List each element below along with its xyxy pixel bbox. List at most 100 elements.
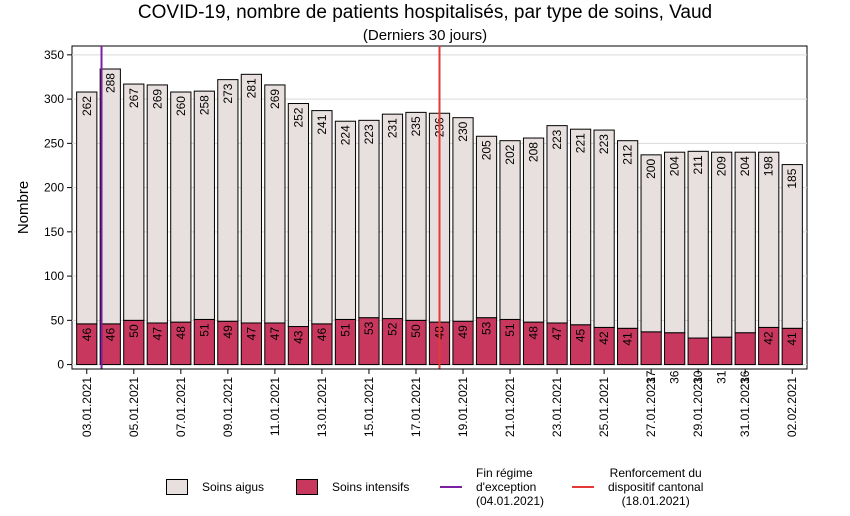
data-label-soins-intensifs: 53 [480,321,494,335]
data-label-soins-aigus: 205 [480,140,494,160]
x-tick-label: 13.01.2021 [315,377,329,437]
data-label-soins-intensifs: 52 [385,322,399,336]
data-label-soins-intensifs: 42 [597,331,611,345]
bar-soins-aigus [593,129,615,328]
y-tick-label-150: 150 [44,225,64,239]
data-label-soins-intensifs: 48 [174,326,188,340]
data-label-soins-intensifs: 41 [621,332,635,346]
legend-label-fin-regime: Fin régime d'exception (04.01.2021) [476,466,544,508]
bar-soins-aigus [687,150,709,339]
data-label-soins-aigus: 241 [315,114,329,134]
data-label-soins-intensifs: 50 [409,324,423,338]
legend-renforcement-line-3: (18.01.2021) [621,494,690,508]
data-label-soins-aigus: 200 [644,159,658,179]
bar-soins-aigus [734,151,756,334]
data-label-soins-aigus: 209 [715,156,729,176]
bar-soins-aigus [123,83,145,321]
data-label-soins-intensifs: 47 [150,327,164,341]
bar-soins-intensifs [711,336,733,366]
data-label-soins-aigus: 231 [385,118,399,138]
data-label-soins-aigus: 204 [738,156,752,176]
x-tick-label: 29.01.2021 [691,377,705,437]
data-label-soins-intensifs: 46 [103,328,117,342]
bar-soins-aigus [781,164,803,329]
legend-fin-regime-line-1: Fin régime [476,466,533,480]
bar-soins-aigus [499,140,521,320]
legend-item-soins-intensifs: Soins intensifs [296,462,409,512]
y-tick-label-350: 350 [44,48,64,62]
y-tick-label-300: 300 [44,92,64,106]
legend-label-soins-intensifs: Soins intensifs [332,480,410,494]
data-label-soins-aigus: 252 [291,107,305,127]
data-label-soins-aigus: 223 [362,124,376,144]
bar-soins-aigus [217,79,239,322]
data-label-soins-aigus: 212 [621,144,635,164]
x-tick-label: 19.01.2021 [456,377,470,437]
data-label-soins-intensifs: 42 [762,331,776,345]
data-label-soins-intensifs: 47 [268,327,282,341]
data-label-soins-aigus: 258 [197,95,211,115]
x-tick-label: 17.01.2021 [409,377,423,437]
bar-soins-aigus [287,103,310,328]
bar-soins-aigus [358,119,380,319]
data-label-soins-intensifs: 41 [785,332,799,346]
data-label-soins-intensifs: 46 [315,328,329,342]
x-tick-label: 07.01.2021 [174,377,188,437]
legend-fin-regime-line-3: (04.01.2021) [476,494,545,508]
data-label-soins-aigus: 262 [80,96,94,116]
data-label-soins-aigus: 185 [785,168,799,188]
data-label-soins-aigus: 211 [691,155,705,174]
bar-soins-aigus [334,120,357,320]
bar-soins-aigus [311,110,333,325]
bar-soins-intensifs [640,331,662,366]
data-label-soins-aigus: 281 [244,78,258,98]
data-label-soins-intensifs: 47 [550,327,564,341]
data-label-soins-aigus: 230 [456,121,470,141]
data-label-soins-intensifs: 50 [127,324,141,338]
legend-item-renforcement: Renforcement du dispositif cantonal (18.… [572,462,703,512]
bar-soins-aigus [452,117,474,322]
bar-soins-intensifs [664,332,686,366]
legend-label-soins-aigus: Soins aigus [202,480,265,494]
x-tick-label: 27.01.2021 [644,377,658,437]
data-label-soins-aigus: 223 [550,129,564,149]
bar-soins-aigus [146,84,168,324]
data-label-soins-aigus: 235 [409,116,423,136]
bar-soins-aigus [569,128,592,326]
bar-soins-aigus [170,91,192,323]
x-tick-label: 25.01.2021 [597,377,611,437]
data-label-soins-intensifs: 36 [738,370,752,384]
bar-soins-intensifs [734,332,756,366]
bar-soins-intensifs [687,337,709,366]
x-tick-label: 09.01.2021 [221,377,235,437]
data-label-soins-aigus: 267 [127,88,141,108]
data-label-soins-aigus: 224 [338,125,352,145]
data-label-soins-aigus: 198 [762,156,776,176]
data-label-soins-intensifs: 49 [221,325,235,339]
data-label-soins-intensifs: 47 [244,327,258,341]
chart-title: COVID-19, nombre de patients hospitalisé… [137,2,713,23]
data-label-soins-aigus: 202 [503,144,517,164]
x-tick-label: 03.01.2021 [80,377,94,437]
data-label-soins-intensifs: 51 [197,323,211,337]
data-label-soins-intensifs: 46 [80,328,94,342]
y-tick-label-50: 50 [51,313,65,327]
data-label-soins-intensifs: 37 [644,370,658,384]
data-label-soins-intensifs: 51 [338,323,352,337]
data-label-soins-intensifs: 31 [715,370,729,384]
bar-soins-aigus [711,151,733,338]
bar-soins-aigus [546,125,568,324]
data-label-soins-aigus: 204 [668,156,682,176]
data-label-soins-aigus: 269 [150,89,164,109]
bar-soins-aigus [99,68,121,325]
bar-soins-aigus [76,91,98,325]
x-tick-label: 02.02.2021 [785,377,799,437]
legend-item-fin-regime: Fin régime d'exception (04.01.2021) [440,462,544,512]
bar-soins-aigus [640,154,662,333]
legend-line-fin-regime [440,486,462,488]
y-tick-label-0: 0 [57,358,64,372]
bar-soins-aigus [193,90,215,320]
bar-soins-aigus [664,151,686,334]
data-label-soins-aigus: 208 [527,142,541,162]
